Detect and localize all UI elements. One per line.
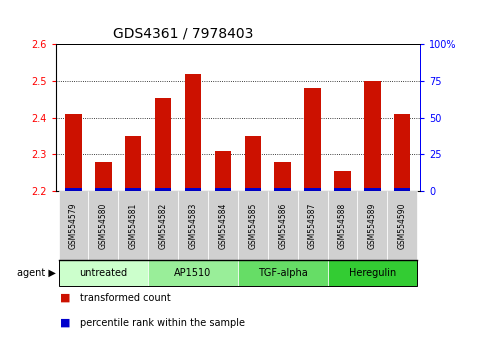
Bar [394,188,411,191]
Text: GSM554585: GSM554585 [248,202,257,249]
Bar [334,188,351,191]
Text: Heregulin: Heregulin [349,268,396,278]
Text: untreated: untreated [79,268,128,278]
Text: GSM554581: GSM554581 [129,202,138,249]
Text: GSM554588: GSM554588 [338,202,347,249]
Text: GSM554589: GSM554589 [368,202,377,249]
Bar [185,74,201,191]
Text: GSM554583: GSM554583 [188,202,198,249]
Bar [334,171,351,191]
Text: ■: ■ [60,293,71,303]
Bar [304,88,321,191]
Bar [95,188,112,191]
Text: TGF-alpha: TGF-alpha [258,268,308,278]
Bar [185,188,201,191]
Bar [155,97,171,191]
Bar [125,136,142,191]
Bar [394,114,411,191]
Text: ■: ■ [60,318,71,327]
Bar [364,81,381,191]
Bar [274,162,291,191]
Bar [364,188,381,191]
Bar [125,188,142,191]
Text: GSM554579: GSM554579 [69,202,78,249]
Text: percentile rank within the sample: percentile rank within the sample [80,318,245,327]
Bar [65,188,82,191]
Bar [244,136,261,191]
Text: AP1510: AP1510 [174,268,212,278]
Text: transformed count: transformed count [80,293,170,303]
Text: agent ▶: agent ▶ [17,268,56,278]
Text: GSM554587: GSM554587 [308,202,317,249]
Text: GSM554590: GSM554590 [398,202,407,249]
Text: GDS4361 / 7978403: GDS4361 / 7978403 [113,27,254,41]
Text: GSM554582: GSM554582 [158,202,168,249]
Bar [215,188,231,191]
Bar [244,188,261,191]
Bar [215,151,231,191]
Bar [155,188,171,191]
Bar [95,162,112,191]
Text: GSM554584: GSM554584 [218,202,227,249]
Bar [304,188,321,191]
Text: GSM554580: GSM554580 [99,202,108,249]
Text: GSM554586: GSM554586 [278,202,287,249]
Bar [274,188,291,191]
Bar [65,114,82,191]
